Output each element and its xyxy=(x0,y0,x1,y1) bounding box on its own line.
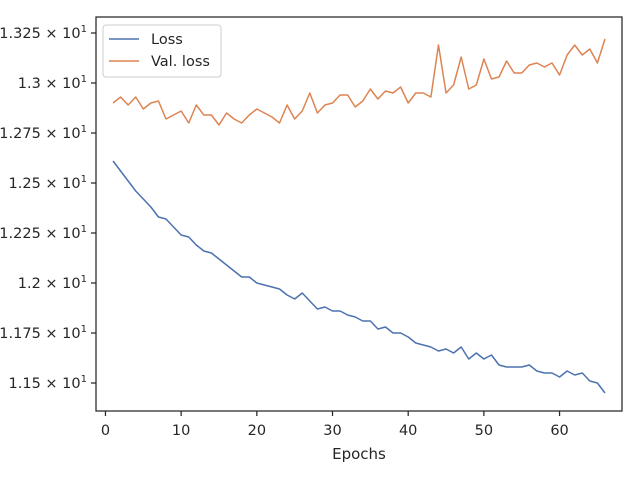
legend-label-val-loss: Val. loss xyxy=(151,54,210,70)
y-tick-label: 1.275 × 101 xyxy=(0,124,87,142)
x-axis-label: Epochs xyxy=(332,445,386,463)
legend: Loss Val. loss xyxy=(102,24,222,78)
plot-frame xyxy=(95,16,623,412)
y-tick-label: 1.2 × 101 xyxy=(18,274,87,292)
x-tick-label: 40 xyxy=(399,423,417,439)
series-layer xyxy=(112,38,606,394)
y-tick-label: 1.3 × 101 xyxy=(18,74,87,92)
x-tick-label: 0 xyxy=(101,423,110,439)
y-tick-label: 1.25 × 101 xyxy=(9,174,87,192)
legend-box xyxy=(102,24,222,78)
y-tick-label: 1.15 × 101 xyxy=(9,374,87,392)
y-tick-label: 1.175 × 101 xyxy=(0,324,87,342)
x-axis-ticks: 0 10 20 30 40 50 60 xyxy=(101,411,569,439)
x-tick-label: 50 xyxy=(475,423,493,439)
legend-label-loss: Loss xyxy=(151,32,183,48)
y-axis-ticks: 1.15 × 101 1.175 × 101 1.2 × 101 1.225 × 10… xyxy=(0,24,96,392)
x-tick-label: 20 xyxy=(248,423,266,439)
x-tick-label: 60 xyxy=(550,423,568,439)
series-line-1 xyxy=(112,38,606,126)
plot-area-background xyxy=(96,17,622,411)
series-line-0 xyxy=(112,160,606,394)
y-tick-label: 1.225 × 101 xyxy=(0,224,87,242)
x-tick-label: 30 xyxy=(323,423,341,439)
x-tick-label: 10 xyxy=(172,423,190,439)
y-tick-label: 1.325 × 101 xyxy=(0,24,87,42)
